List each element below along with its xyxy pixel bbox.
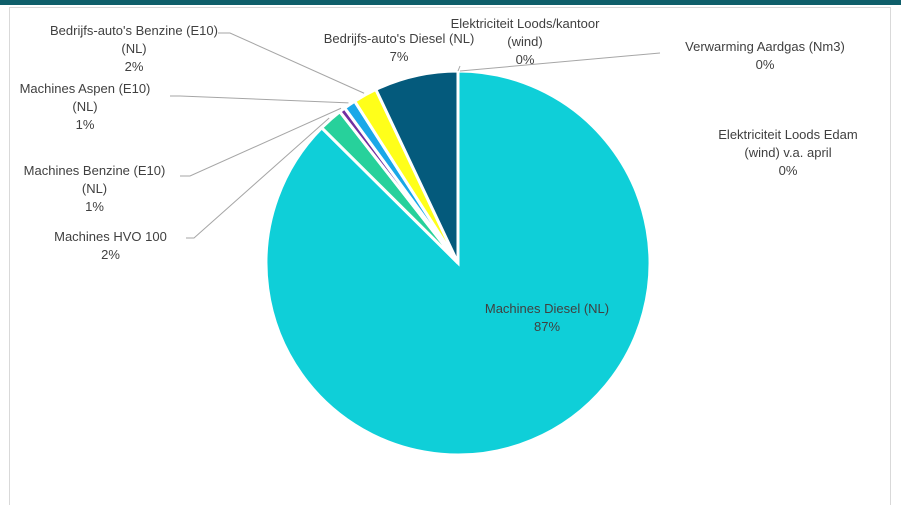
label-elektriciteit-loods-kantoor-name: Elektriciteit Loods/kantoor (wind) (450, 16, 600, 49)
chart-border (9, 7, 891, 505)
label-verwarming-aardgas-value: 0% (755, 57, 775, 72)
leader-line-elektriciteit-loods-kantoor-wind (457, 65, 461, 72)
label-bedrijfsauto-benzine-name: Bedrijfs-auto's Benzine (E10) (NL) (50, 23, 218, 56)
label-machines-aspen: Machines Aspen (E10) (NL) 1% (10, 80, 160, 134)
label-machines-hvo-name: Machines HVO 100 (54, 229, 167, 244)
label-machines-benzine: Machines Benzine (E10) (NL) 1% (12, 162, 177, 216)
label-machines-benzine-value: 1% (85, 199, 104, 214)
label-machines-hvo-value: 2% (101, 247, 120, 262)
label-bedrijfsauto-diesel-name: Bedrijfs-auto's Diesel (NL) (323, 31, 475, 46)
pie-slice-bedrijfs-auto-s-diesel-nl (373, 69, 460, 264)
label-elektriciteit-edam-value: 0% (778, 163, 798, 178)
label-bedrijfsauto-benzine: Bedrijfs-auto's Benzine (E10) (NL) 2% (50, 22, 218, 76)
leader-line-verwarming-aardgas-nm3 (459, 52, 661, 72)
label-machines-aspen-name: Machines Aspen (E10) (NL) (19, 81, 151, 114)
label-elektriciteit-edam-name: Elektriciteit Loods Edam (wind) v.a. apr… (718, 127, 858, 160)
label-bedrijfsauto-benzine-value: 2% (124, 59, 144, 74)
label-elektriciteit-loods-kantoor: Elektriciteit Loods/kantoor (wind) 0% (440, 15, 610, 69)
label-machines-diesel-value: 87% (533, 319, 561, 334)
leader-line-machines-benzine-e10-nl (180, 107, 342, 177)
label-machines-benzine-name: Machines Benzine (E10) (NL) (23, 163, 166, 196)
label-bedrijfsauto-diesel: Bedrijfs-auto's Diesel (NL) 7% (322, 30, 476, 66)
label-machines-hvo: Machines HVO 100 2% (38, 228, 183, 264)
label-bedrijfsauto-diesel-value: 7% (389, 49, 409, 64)
label-machines-diesel: Machines Diesel (NL) 87% (462, 300, 632, 336)
label-machines-diesel-name: Machines Diesel (NL) (484, 301, 610, 316)
label-machines-aspen-value: 1% (75, 117, 95, 132)
label-verwarming-aardgas: Verwarming Aardgas (Nm3) 0% (660, 38, 870, 74)
label-verwarming-aardgas-name: Verwarming Aardgas (Nm3) (685, 39, 845, 54)
leader-line-machines-hvo-100 (186, 117, 330, 239)
pie-slice-machines-diesel-nl (264, 69, 652, 457)
label-elektriciteit-loods-kantoor-value: 0% (515, 52, 535, 67)
leader-line-bedrijfs-auto-s-benzine-e10-nl (218, 32, 365, 94)
label-elektriciteit-edam: Elektriciteit Loods Edam (wind) v.a. apr… (718, 126, 858, 180)
top-accent-bar (0, 0, 901, 5)
leader-line-machines-aspen-e10-nl (170, 95, 349, 104)
